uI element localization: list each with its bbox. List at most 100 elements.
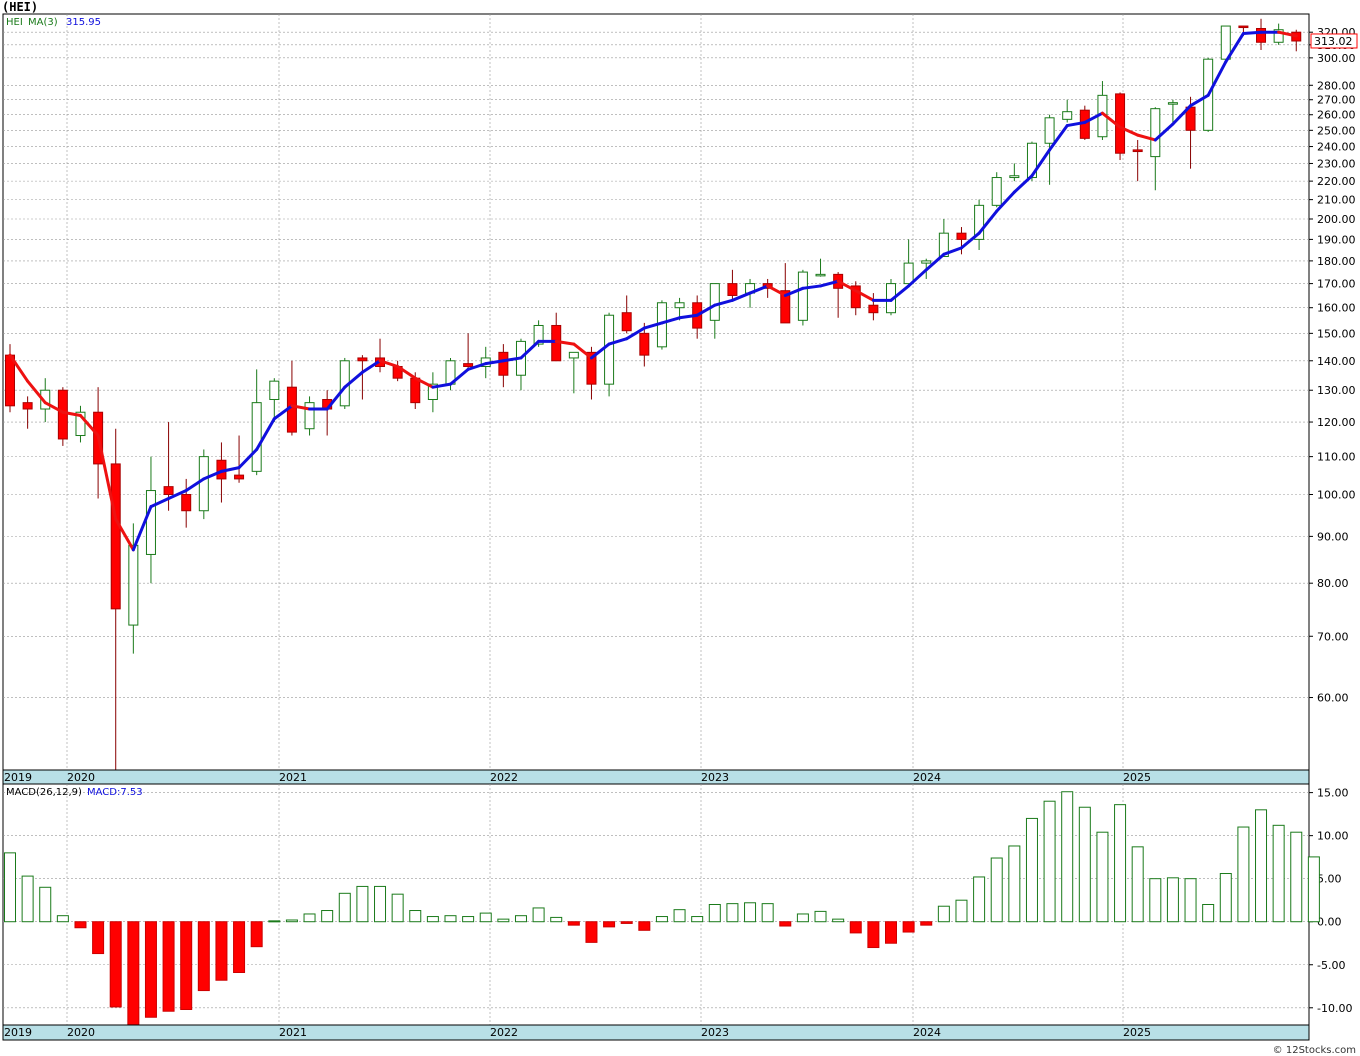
macd-bar [197,921,210,992]
candle-body [727,283,738,296]
macd-bar [902,921,915,933]
ma-line-segment [184,477,206,493]
ma-line-segment [678,313,699,320]
macd-tick-label: 5.00 [1317,873,1342,886]
macd-bar [4,852,16,923]
macd-bar [426,916,439,923]
macd-bar [832,918,845,923]
price-tick-label: 140.00 [1317,355,1356,368]
macd-bar [285,919,298,923]
ma-line-segment [889,284,911,302]
macd-bar [180,921,193,1011]
ma-line-segment [766,284,787,297]
macd-bar [1184,878,1197,923]
candle-body [181,494,192,512]
macd-year-label: 2025 [1123,1026,1151,1039]
ma-line-segment [1065,120,1087,128]
ma-line-segment [78,413,100,438]
price-tick-label: 70.00 [1317,630,1349,643]
macd-year-label: 2022 [490,1026,518,1039]
candle-body [780,290,791,324]
macd-bar [620,921,633,924]
legends: HEI MA(3) 315.95 MACD(26,12,9) MACD:7.53 [6,17,143,798]
macd-bar [1096,831,1109,923]
price-year-axis-bar [2,769,1310,785]
ma-line-segment [819,279,840,288]
macd-bar [39,886,52,923]
price-year-label: 2021 [279,771,307,784]
macd-bar [796,913,809,923]
macd-bar [691,916,704,923]
candle-body [75,411,86,437]
candle-body [1256,27,1267,43]
macd-bar [1008,845,1021,923]
macd-bar [1043,800,1056,923]
macd-bar [1219,873,1232,923]
ma-line-segment [396,364,417,380]
price-tick-label: 100.00 [1317,489,1356,502]
macd-bar [1202,904,1215,923]
macd-bar [955,899,968,923]
ma-line-segment [1224,31,1245,64]
macd-bar [761,903,774,923]
candle-body [498,351,509,376]
macd-bar [1166,877,1179,923]
candle-body [128,544,139,626]
ma-line-segment [1153,122,1175,142]
candle-body [234,474,245,480]
ma-line-segment [26,379,47,405]
ma-line-segment [924,252,946,272]
candle-body [1273,29,1284,43]
price-tick-label: 250.00 [1317,124,1356,137]
ma-line-segment [730,291,752,302]
ma-line-segment [907,268,928,288]
macd-bar [1307,856,1320,923]
price-tick-label: 160.00 [1317,302,1356,315]
macd-bar [1149,878,1162,923]
ma-line-segment [501,356,523,363]
macd-bar [92,921,105,955]
macd-bar [462,916,475,923]
price-tick-label: 280.00 [1317,79,1356,92]
ma-line-segment [607,337,629,346]
price-tick-label: 190.00 [1317,233,1356,246]
candle-body [1238,25,1249,29]
ma-value: 315.95 [66,17,101,28]
candle-body [57,389,68,440]
macd-bar [233,921,246,973]
macd-bar [920,921,933,926]
candle-body [956,232,967,240]
price-tick-label: 220.00 [1317,175,1356,188]
macd-bar [1131,846,1144,923]
candle-body [674,302,685,309]
macd-bar [1025,817,1038,923]
price-tick-label: 150.00 [1317,327,1356,340]
ma-line-segment [96,434,118,521]
ma-line-segment [237,447,259,470]
macd-bar [127,921,140,1027]
ma-line-segment [713,298,734,307]
candle-body [1132,149,1143,153]
price-series-label: HEI [6,17,23,28]
price-tick-label: 240.00 [1317,141,1356,154]
macd-bar [550,916,563,923]
ma-label: MA(3) [28,17,58,28]
ma-line-segment [554,339,576,346]
macd-year-label: 2023 [701,1026,729,1039]
price-tick-label: 60.00 [1317,692,1349,705]
ma-line-segment [783,286,805,297]
candle-body [709,283,720,321]
candle-body [974,204,985,240]
ma-line-segment [219,466,241,473]
ma-line-segment [272,404,294,421]
price-tick-label: 270.00 [1317,94,1356,107]
candle-body [568,351,579,359]
macd-bar [144,921,157,1018]
macd-bar [849,921,862,934]
macd-bar [708,904,721,923]
ma-line-segment [1100,111,1122,129]
ma-line-segment [959,231,981,250]
ma-line-segment [255,417,276,451]
price-tick-label: 130.00 [1317,384,1356,397]
